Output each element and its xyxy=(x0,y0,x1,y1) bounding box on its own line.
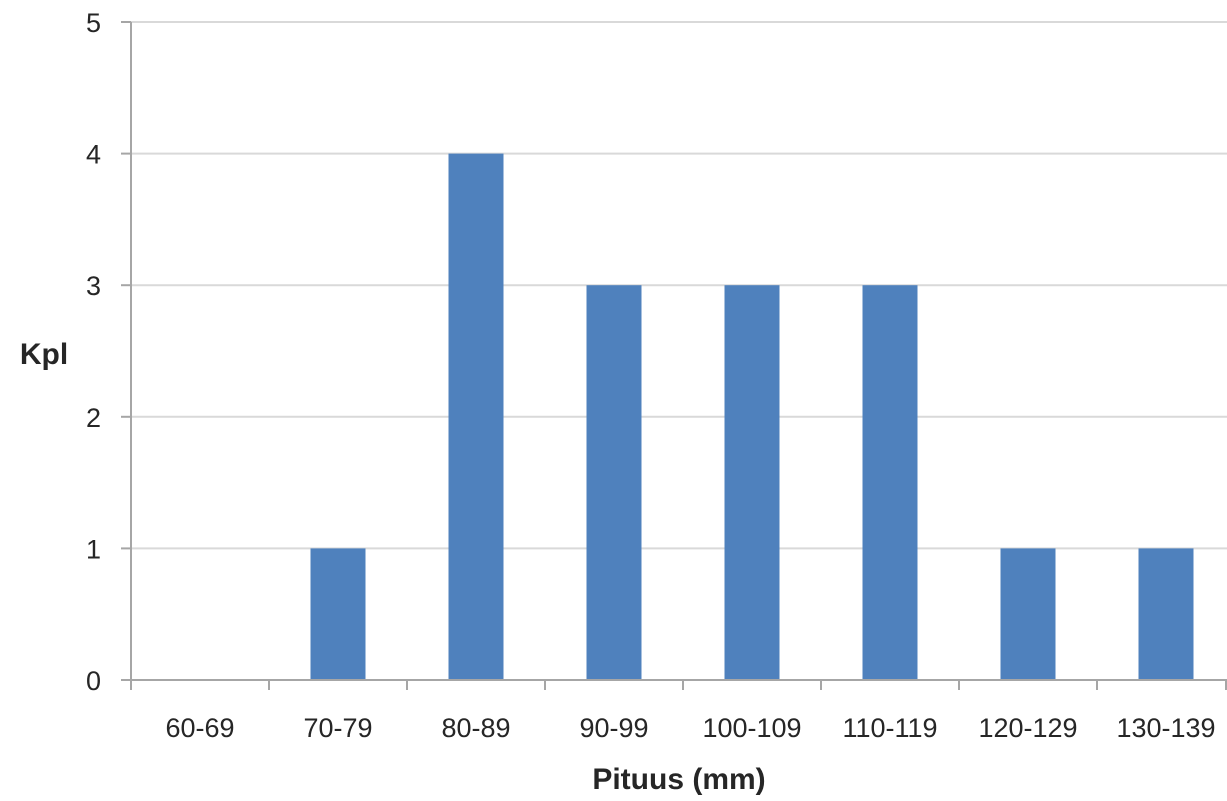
x-tick-label: 70-79 xyxy=(303,713,372,743)
tick-labels: 0 1 2 3 4 5 60-69 70-79 80-89 90-99 100-109 110-119… xyxy=(86,8,1216,743)
x-tick-label: 100-109 xyxy=(702,713,801,743)
bar-100-109 xyxy=(724,285,780,680)
x-tick-label: 90-99 xyxy=(579,713,648,743)
x-tick-label: 130-139 xyxy=(1116,713,1215,743)
bars xyxy=(310,153,1194,681)
y-tick-label: 4 xyxy=(86,140,101,170)
x-tick-label: 110-119 xyxy=(842,713,937,743)
bar-80-89 xyxy=(448,153,504,681)
y-tick-label: 1 xyxy=(86,534,101,564)
x-tick-label: 120-129 xyxy=(978,713,1077,743)
axes xyxy=(121,21,1227,690)
bar-130-139 xyxy=(1138,548,1194,680)
gridlines xyxy=(131,21,1227,550)
x-tick-label: 60-69 xyxy=(165,713,234,743)
y-axis-title: Kpl xyxy=(20,338,68,371)
y-tick-label: 2 xyxy=(86,403,101,433)
bar-70-79 xyxy=(310,548,366,680)
x-axis-title: Pituus (mm) xyxy=(592,763,765,796)
bar-110-119 xyxy=(862,285,918,680)
bar-120-129 xyxy=(1000,548,1056,680)
y-tick-label: 0 xyxy=(86,666,101,696)
bar-90-99 xyxy=(586,285,642,680)
y-tick-label: 3 xyxy=(86,271,101,301)
y-tick-label: 5 xyxy=(86,8,101,38)
x-tick-label: 80-89 xyxy=(441,713,510,743)
